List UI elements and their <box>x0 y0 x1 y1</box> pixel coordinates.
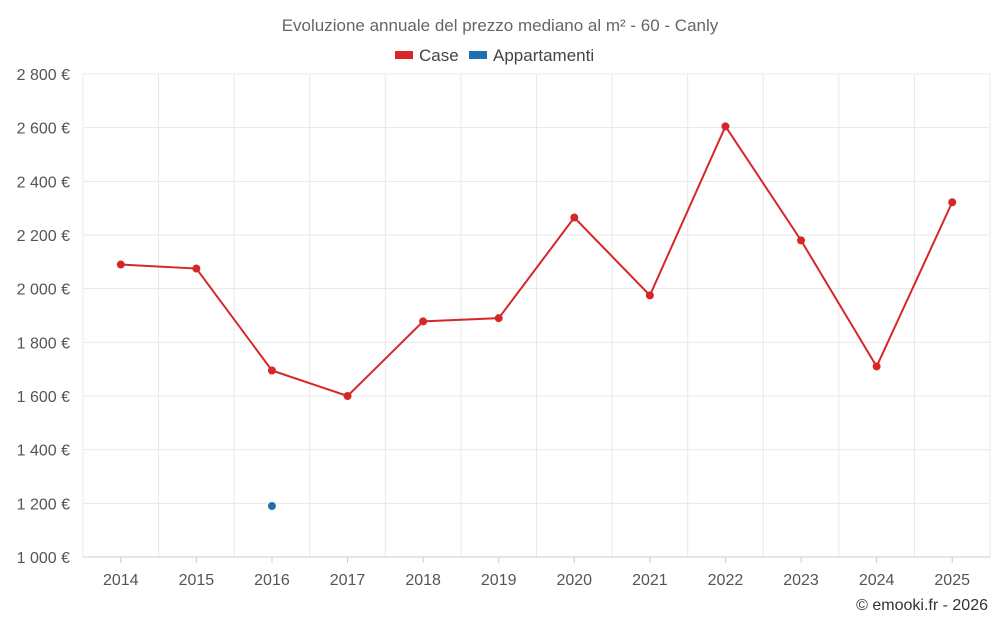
x-tick-label: 2017 <box>330 572 366 589</box>
legend-label-case: Case <box>419 46 459 65</box>
y-axis: 1 000 € 1 200 € 1 400 € 1 600 € 1 800 € 2 000… <box>17 67 70 567</box>
y-tick-label: 2 600 € <box>17 121 70 138</box>
x-tick-label: 2020 <box>556 572 592 589</box>
y-tick-label: 2 000 € <box>17 282 70 299</box>
credit-text: © emooki.fr - 2026 <box>856 597 988 614</box>
x-tick-label: 2025 <box>934 572 970 589</box>
x-axis: 2014 2015 2016 2017 2018 2019 2020 2021 2022 2023… <box>83 556 990 589</box>
x-tick-label: 2018 <box>405 572 441 589</box>
x-tick-label: 2016 <box>254 572 290 589</box>
legend-item-case[interactable]: Case <box>395 46 459 65</box>
grid <box>82 73 991 558</box>
data-point-case[interactable] <box>872 362 881 371</box>
y-tick-label: 1 800 € <box>17 335 70 352</box>
x-tick-label: 2015 <box>179 572 215 589</box>
y-tick-label: 1 600 € <box>17 389 70 406</box>
legend-swatch-case <box>395 51 413 59</box>
x-tick-label: 2022 <box>708 572 744 589</box>
data-point-case[interactable] <box>267 366 276 375</box>
data-point-case[interactable] <box>419 317 428 326</box>
data-point-case[interactable] <box>192 264 201 273</box>
y-tick-label: 1 000 € <box>17 550 70 567</box>
data-point-case[interactable] <box>343 392 352 400</box>
legend-swatch-appartamenti <box>469 51 487 59</box>
legend-label-appartamenti: Appartamenti <box>493 46 594 65</box>
data-point-case[interactable] <box>797 236 806 245</box>
data-point-case[interactable] <box>721 122 730 131</box>
y-tick-label: 1 200 € <box>17 496 70 513</box>
data-point-case[interactable] <box>494 314 503 323</box>
x-tick-label: 2019 <box>481 572 517 589</box>
data-point-appartamenti[interactable] <box>267 502 276 511</box>
x-tick-label: 2014 <box>103 572 139 589</box>
data-point-case[interactable] <box>645 291 654 300</box>
x-tick-label: 2024 <box>859 572 895 589</box>
y-tick-label: 1 400 € <box>17 443 70 460</box>
series-line-case <box>120 124 954 398</box>
y-tick-label: 2 200 € <box>17 228 70 245</box>
y-tick-label: 2 400 € <box>17 174 70 191</box>
data-point-case[interactable] <box>570 213 579 222</box>
series <box>116 122 957 511</box>
x-tick-label: 2021 <box>632 572 668 589</box>
legend: Case Appartamenti <box>395 46 594 65</box>
data-point-case[interactable] <box>116 260 125 269</box>
chart-title: Evoluzione annuale del prezzo mediano al… <box>282 16 719 35</box>
legend-item-appartamenti[interactable]: Appartamenti <box>469 46 594 65</box>
x-tick-label: 2023 <box>783 572 819 589</box>
y-tick-label: 2 800 € <box>17 67 70 84</box>
data-point-case[interactable] <box>948 198 957 207</box>
